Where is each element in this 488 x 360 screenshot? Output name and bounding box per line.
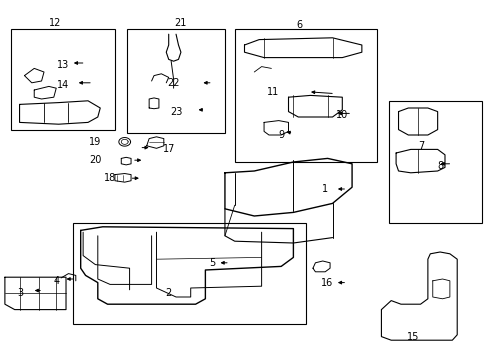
Text: 6: 6 [296, 20, 302, 30]
Text: 12: 12 [48, 18, 61, 28]
Text: 17: 17 [162, 144, 175, 154]
Bar [11, 29, 115, 130]
Text: 1: 1 [322, 184, 327, 194]
Text: 9: 9 [278, 130, 284, 140]
Text: 16: 16 [320, 278, 332, 288]
Text: 10: 10 [335, 110, 348, 120]
Text: 13: 13 [57, 60, 70, 70]
Text: 14: 14 [57, 80, 70, 90]
Text: 7: 7 [418, 141, 424, 151]
Text: 23: 23 [169, 107, 182, 117]
Bar [388, 101, 481, 223]
Text: 22: 22 [167, 78, 180, 88]
Text: 3: 3 [18, 288, 23, 298]
Bar [127, 29, 224, 133]
Text: 19: 19 [89, 137, 102, 147]
Text: 18: 18 [103, 173, 116, 183]
Bar [73, 223, 305, 324]
Text: 4: 4 [53, 276, 59, 286]
Bar [234, 29, 376, 162]
Text: 11: 11 [266, 87, 279, 97]
Text: 8: 8 [436, 161, 442, 171]
Text: 2: 2 [165, 288, 171, 298]
Text: 5: 5 [209, 258, 215, 268]
Text: 15: 15 [406, 332, 419, 342]
Text: 20: 20 [89, 155, 102, 165]
Text: 21: 21 [174, 18, 187, 28]
